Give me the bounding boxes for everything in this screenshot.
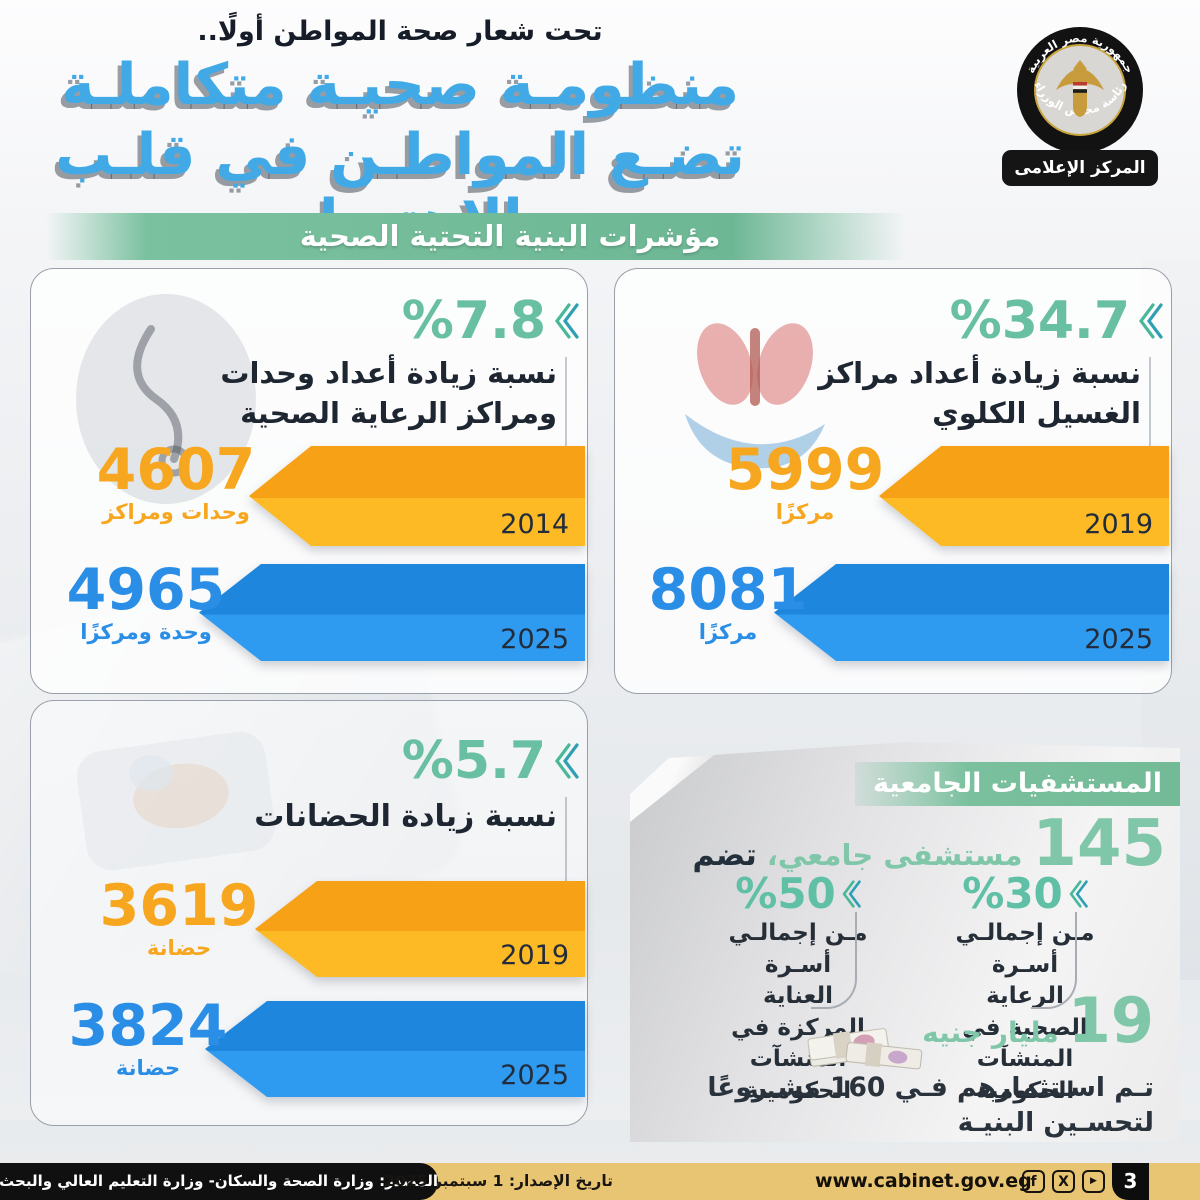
bar-2019: 2019 bbox=[879, 446, 1169, 546]
youtube-icon[interactable]: ▶ bbox=[1082, 1170, 1105, 1193]
logo-ribbon: المركز الإعلامى bbox=[997, 150, 1163, 186]
university-hospitals-banner: المستشفيات الجامعية bbox=[855, 762, 1180, 806]
decor-line bbox=[565, 797, 567, 937]
bar-value-2025: 8081 مركزًا bbox=[648, 557, 808, 644]
bar-year: 2014 bbox=[500, 509, 569, 540]
double-chevron-icon bbox=[1069, 880, 1088, 908]
decor-line bbox=[1149, 357, 1151, 507]
cabinet-emblem-icon: جمهورية مصر العربية رئاسة مجلس الوزراء bbox=[1017, 27, 1143, 153]
social-icons: f X ▶ bbox=[1022, 1170, 1105, 1193]
bar-2025: 2025 bbox=[205, 1001, 585, 1097]
x-icon[interactable]: X bbox=[1052, 1170, 1075, 1193]
bar-value-2019: 3619 حضانة bbox=[99, 873, 259, 960]
chart-card-dialysis-centers: %34.7 نسبة زيادة أعداد مراكز الغسيل الكل… bbox=[614, 268, 1172, 694]
hospital-count-row: 145 مستشفى جامعي، تضم bbox=[692, 812, 1166, 876]
double-chevron-icon bbox=[842, 880, 861, 908]
bar-value-2025: 3824 حضانة bbox=[68, 993, 228, 1080]
section-banner-label: مؤشرات البنية التحتية الصحية bbox=[299, 219, 721, 253]
increase-percent: %5.7 bbox=[401, 731, 546, 791]
stat-percent-row: %50 bbox=[718, 869, 878, 918]
bar-2014: 2014 bbox=[249, 446, 585, 546]
chart-title: نسبة زيادة أعداد وحدات ومراكز الرعاية ال… bbox=[220, 356, 557, 430]
chart-card-incubators: %5.7 نسبة زيادة الحضانات 2019 3619 حضانة… bbox=[30, 700, 588, 1126]
percent-row: %34.7 bbox=[950, 295, 1163, 347]
bar-year: 2025 bbox=[1084, 624, 1153, 655]
percent-row: %5.7 bbox=[402, 735, 579, 787]
stat-bracket-decor bbox=[1031, 912, 1077, 1009]
investment-row: 19 مليار جنيه bbox=[922, 990, 1154, 1052]
double-chevron-icon bbox=[555, 303, 579, 339]
page-number: 3 bbox=[1112, 1163, 1149, 1200]
hospital-count: 145 bbox=[1032, 807, 1166, 881]
chart-card-health-units: %7.8 نسبة زيادة أعداد وحدات ومراكز الرعا… bbox=[30, 268, 588, 694]
hospital-count-suffix: تضم bbox=[692, 838, 757, 873]
percent-row: %7.8 bbox=[402, 295, 579, 347]
hospital-count-label: مستشفى جامعي، bbox=[766, 838, 1023, 872]
eagle-icon bbox=[1056, 60, 1104, 117]
bar-2025: 2025 bbox=[199, 564, 585, 661]
tagline: تحت شعار صحة المواطن أولًا.. bbox=[197, 16, 603, 47]
bar-2019: 2019 bbox=[255, 881, 585, 977]
facebook-icon[interactable]: f bbox=[1022, 1170, 1045, 1193]
chart-title: نسبة زيادة الحضانات bbox=[254, 799, 557, 834]
university-hospitals-card: المستشفيات الجامعية 145 مستشفى جامعي، تض… bbox=[630, 742, 1180, 1142]
investment-paragraph: تـم اسـتثمارهم فـي 160 مشـروعًا لتحسـين … bbox=[707, 1072, 1154, 1138]
bar-value-2019: 5999 مركزًا bbox=[725, 437, 885, 524]
bar-2025: 2025 bbox=[774, 564, 1169, 661]
bar-year: 2019 bbox=[500, 940, 569, 971]
double-chevron-icon bbox=[1139, 303, 1163, 339]
stat-bracket-decor bbox=[811, 912, 857, 1009]
bar-year: 2025 bbox=[500, 1060, 569, 1091]
bar-year: 2019 bbox=[1084, 509, 1153, 540]
section-banner: مؤشرات البنية التحتية الصحية bbox=[0, 213, 915, 260]
bar-value-2014: 4607 وحدات ومراكز bbox=[96, 437, 256, 524]
bar-year: 2025 bbox=[500, 624, 569, 655]
footer-bar: المصدر: وزارة الصحة والسكان- وزارة التعل… bbox=[0, 1163, 1200, 1200]
source-label: المصدر: وزارة الصحة والسكان- وزارة التعل… bbox=[0, 1163, 438, 1200]
main-title-line1: منظومـة صحيـة متكاملـة bbox=[60, 52, 740, 118]
increase-percent: %34.7 bbox=[949, 291, 1130, 351]
chart-title: نسبة زيادة أعداد مراكز الغسيل الكلوي bbox=[818, 356, 1141, 430]
decor-line bbox=[565, 357, 567, 507]
bar-value-2025: 4965 وحدة ومركزًا bbox=[66, 557, 226, 644]
investment-unit: مليار جنيه bbox=[922, 1016, 1059, 1049]
increase-percent: %7.8 bbox=[401, 291, 546, 351]
cabinet-logo: جمهورية مصر العربية رئاسة مجلس الوزراء ا… bbox=[997, 22, 1163, 200]
stat-percent-row: %30 bbox=[945, 869, 1105, 918]
issue-date: تاريخ الإصدار: 1 سبتمبر 2025 bbox=[384, 1172, 613, 1190]
investment-amount: 19 bbox=[1067, 984, 1154, 1057]
website-link[interactable]: www.cabinet.gov.eg bbox=[815, 1170, 1032, 1192]
double-chevron-icon bbox=[555, 743, 579, 779]
